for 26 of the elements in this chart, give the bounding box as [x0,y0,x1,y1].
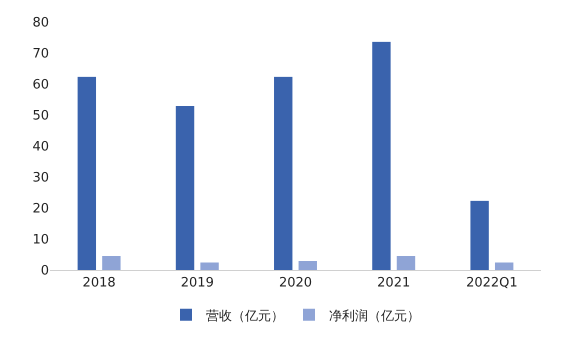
y-tick-label: 50 [32,108,49,124]
bar [470,200,489,270]
bar [396,256,416,270]
bar [102,256,121,270]
legend-label: 营收（亿元） [206,308,284,324]
y-tick-label: 70 [32,46,49,62]
y-tick-label: 80 [32,16,49,31]
bar [78,76,96,270]
y-tick-label: 30 [32,170,49,186]
bar [200,262,219,270]
bar [176,106,194,270]
bar [274,76,292,270]
x-tick-label: 2020 [278,276,312,291]
bar [372,42,391,270]
y-tick-label: 40 [32,140,49,155]
y-tick-label: 0 [40,264,49,279]
y-tick-label: 60 [32,78,49,93]
x-tick-label: 2022Q1 [466,276,518,291]
y-tick-label: 20 [32,202,49,217]
y-tick-label: 10 [32,232,49,248]
legend-label: 净利润（亿元） [329,308,420,324]
x-tick-label: 2021 [377,276,410,291]
x-tick-label: 2018 [82,276,116,291]
bar [494,262,514,270]
x-tick-label: 2019 [180,276,214,291]
bar [298,261,317,270]
